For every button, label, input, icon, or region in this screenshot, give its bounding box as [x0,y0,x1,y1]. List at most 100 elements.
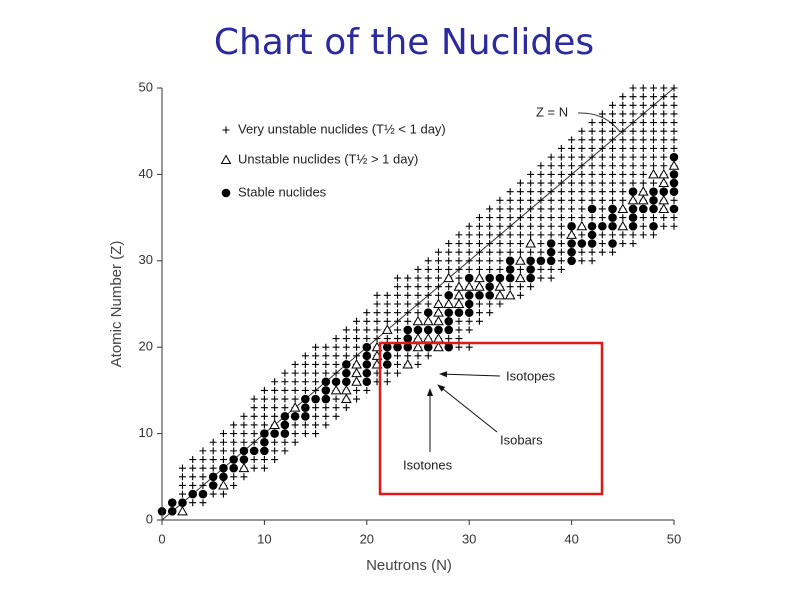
nuclide-point [270,429,279,438]
nuclide-point [208,481,218,490]
nuclide-point [496,222,504,230]
nuclide-point [629,153,637,161]
nuclide-point [465,231,473,239]
nuclide-point [444,308,454,317]
nuclide-point [394,283,402,291]
nuclide-point [546,256,556,266]
nuclide-point [669,204,679,214]
nuclide-point [496,205,504,213]
nuclide-point [670,110,678,118]
nuclide-point [537,179,545,187]
nuclide-point [537,162,545,170]
nuclide-point [381,324,393,334]
nuclide-point [230,430,238,438]
nuclide-point [362,342,372,352]
nuclide-point [414,291,422,299]
nuclide-point [609,127,617,135]
nuclide-point [414,360,422,368]
nuclide-point [628,213,638,222]
nuclide-point [250,456,258,464]
nuclide-point [515,272,526,283]
nuclide-point [588,162,596,170]
nuclide-point [598,248,606,256]
nuclide-point [527,214,535,222]
nuclide-point [465,248,473,256]
nuclide-point [537,274,545,282]
nuclide-point [351,358,362,369]
nuclide-point [639,119,647,127]
nuclide-point [291,430,299,438]
nuclide-point [312,343,320,351]
nuclide-point [280,412,290,421]
nuclide-point [301,386,309,394]
nuclide-point [301,430,309,438]
nuclide-point [496,300,504,308]
nuclide-point [353,317,361,325]
nuclide-point [342,404,350,412]
nuclide-point [465,326,473,334]
nuclide-point [394,335,402,343]
nuclide-point [609,170,617,178]
nuclide-point [637,194,649,205]
nuclide-point [619,188,627,196]
nuclide-point [422,315,434,326]
nuclide-point [414,300,422,308]
nuclide-point [670,84,678,92]
nuclide-point [433,315,444,326]
nuclide-point [240,430,248,438]
nuclide-point [394,317,402,325]
nuclide-point [453,281,465,291]
nuclide-point [609,119,617,127]
nuclide-point [639,214,647,222]
nuclide-point [526,265,535,274]
isotopes-arrow [439,371,501,378]
nuclide-point [434,291,442,299]
nuclide-point [496,196,504,204]
nuclide-point [659,187,669,196]
nuclide-point [229,455,238,464]
nuclide-point [485,282,494,292]
nuclide-point [229,463,238,473]
nuclide-point [576,220,588,231]
nuclide-point [443,272,455,283]
nuclide-point [291,360,299,368]
nuclide-point [250,421,258,429]
nuclide-point [638,204,648,214]
nuclide-point [271,447,279,455]
nuclide-point [322,360,330,368]
nuclide-point [353,386,361,394]
nuclide-point [271,404,279,412]
nuclide-point [414,352,422,360]
nuclide-point [609,196,617,204]
nuclide-point [557,231,565,239]
nuclide-point [464,273,474,283]
nuclide-point [660,127,668,135]
nuclide-point [424,300,432,308]
nuclide-point [485,273,494,283]
nuclide-point [525,238,536,248]
nuclide-point [619,179,627,187]
nuclide-point [506,205,514,213]
nuclide-point [353,335,361,343]
nuclide-point [669,152,679,162]
nuclide-point [506,214,514,222]
chart-title: Chart of the Nuclides [214,22,594,63]
nuclide-point [669,178,679,188]
nuclide-point [629,179,637,187]
nuclide-point [598,153,606,161]
nuclide-point [475,309,483,317]
nuclide-point [619,110,627,118]
nuclide-point [219,463,228,473]
nuclide-point [486,214,494,222]
nuclide-point [475,248,483,256]
nuclide-point [668,160,680,170]
nuclide-point [485,291,494,300]
nuclide-point [455,231,463,239]
nuclide-point [281,447,289,455]
nuclide-point [465,265,473,273]
nuclide-point [280,429,290,438]
nuclide-point [587,230,597,240]
nuclide-point [627,194,639,205]
nuclide-point [527,188,535,196]
nuclide-point [424,265,432,273]
